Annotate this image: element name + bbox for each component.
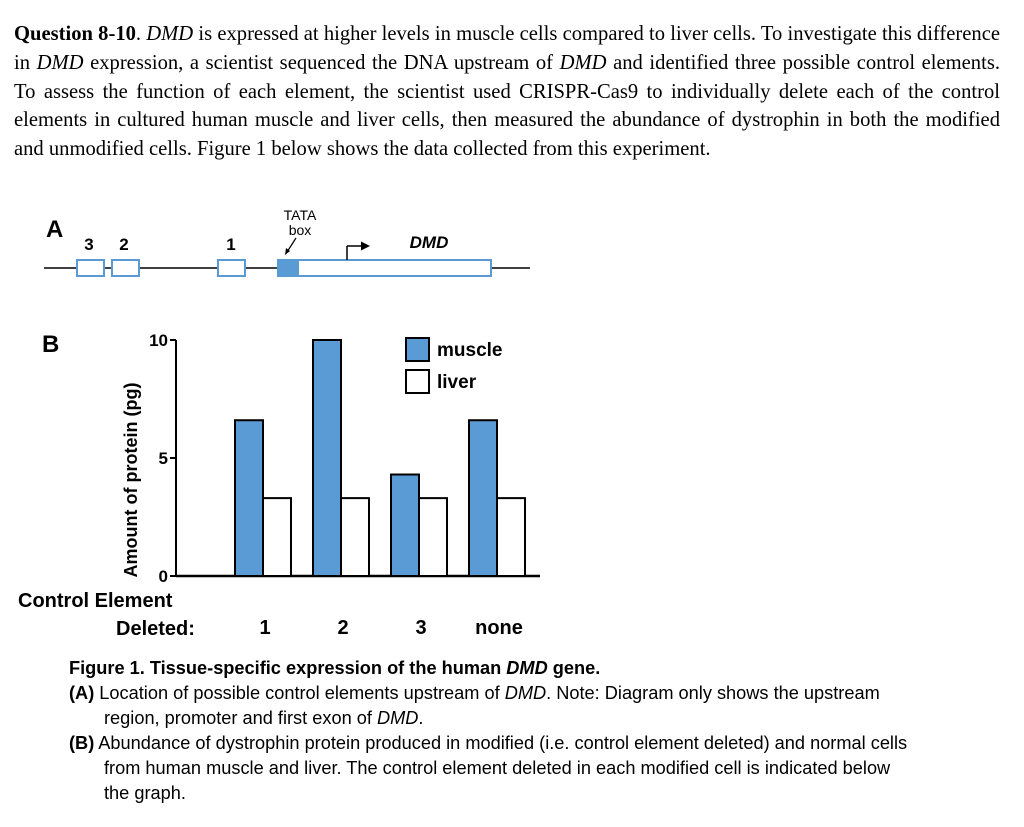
gene-name: DMD (36, 51, 84, 74)
tss-arrow-head (361, 241, 370, 251)
x-axis-label-line2: Deleted: (116, 618, 195, 640)
gene-label: DMD (410, 233, 449, 252)
caption-text: . (418, 708, 424, 728)
element-2-label: 2 (119, 235, 128, 254)
question-text-part: and identified three possible control el… (14, 51, 1000, 161)
caption-text: Location of possible control elements up… (94, 683, 505, 703)
question-text-part: . (135, 23, 147, 45)
element-1-label: 1 (226, 235, 235, 254)
control-element-1 (217, 259, 246, 277)
question-label: Question 8-10 (14, 23, 136, 45)
gene-name: DMD (559, 51, 607, 74)
control-element-3 (76, 259, 105, 277)
bar-muscle-3 (390, 473, 420, 578)
caption-panel-a: (A) Location of possible control element… (69, 681, 919, 731)
caption-title-text: gene. (547, 658, 601, 678)
legend: muscle liver (405, 337, 502, 394)
x-tick-label: 2 (337, 617, 348, 639)
bar-muscle-1 (234, 419, 264, 577)
figure-caption: Figure 1. Tissue-specific expression of … (69, 656, 919, 806)
caption-gene: DMD (376, 708, 419, 728)
y-tick-label: 10 (149, 331, 168, 350)
legend-swatch-liver (405, 369, 430, 394)
tata-label: TATA (284, 207, 317, 223)
bar-liver-none (496, 497, 526, 577)
question-text-part: is expressed at higher levels in muscle … (14, 23, 1000, 74)
chart-x-tick-labels: 1 2 3 none (259, 617, 522, 639)
legend-label-liver: liver (437, 372, 477, 393)
x-tick-label: none (475, 617, 523, 639)
caption-title: Figure 1. Tissue-specific expression of … (69, 656, 919, 681)
y-axis-label: Amount of protein (pg) (121, 383, 141, 578)
tata-pointer (286, 237, 297, 253)
caption-tag-b: (B) (69, 733, 95, 753)
tata-pointer-head (285, 248, 290, 255)
y-tick-label: 0 (159, 567, 168, 586)
legend-swatch-muscle (405, 337, 430, 362)
bar-muscle-none (468, 419, 498, 577)
caption-gene: DMD (504, 683, 547, 703)
tata-label-box: box (289, 222, 312, 238)
caption-title-text: Figure 1. Tissue-specific expression of … (69, 658, 507, 678)
control-element-2 (111, 259, 140, 277)
element-3-label: 3 (84, 235, 93, 254)
panel-a-label: A (46, 216, 63, 243)
question-text-part: expression, a scientist sequenced the DN… (83, 51, 560, 74)
x-axis-label-line1: Control Element (18, 590, 173, 612)
bar-muscle-2 (312, 339, 342, 577)
panel-b-label: B (42, 331, 59, 358)
chart-bars (234, 339, 526, 578)
question-text: Question 8-10. DMD is expressed at highe… (14, 20, 1000, 164)
y-tick-label: 5 (159, 449, 168, 468)
x-tick-label: 1 (259, 617, 270, 639)
legend-label-muscle: muscle (437, 340, 502, 361)
caption-panel-b: (B) Abundance of dystrophin protein prod… (69, 731, 919, 806)
tata-box (277, 259, 299, 277)
caption-tag-a: (A) (69, 683, 95, 703)
bar-chart: B Amount of protein (pg) 0 5 10 1 2 3 none Co… (18, 331, 540, 640)
bar-liver-3 (418, 497, 448, 577)
x-tick-label: 3 (415, 617, 426, 639)
bar-liver-1 (262, 497, 292, 577)
caption-text: Abundance of dystrophin protein produced… (94, 733, 908, 803)
first-exon (297, 259, 492, 277)
caption-gene: DMD (506, 658, 548, 678)
gene-diagram: A 3 2 1 TATA box DMD (44, 207, 530, 277)
caption-text: . Note: Diagram only shows the upstream … (104, 683, 880, 728)
gene-name: DMD (146, 23, 194, 45)
bar-liver-2 (340, 497, 370, 577)
